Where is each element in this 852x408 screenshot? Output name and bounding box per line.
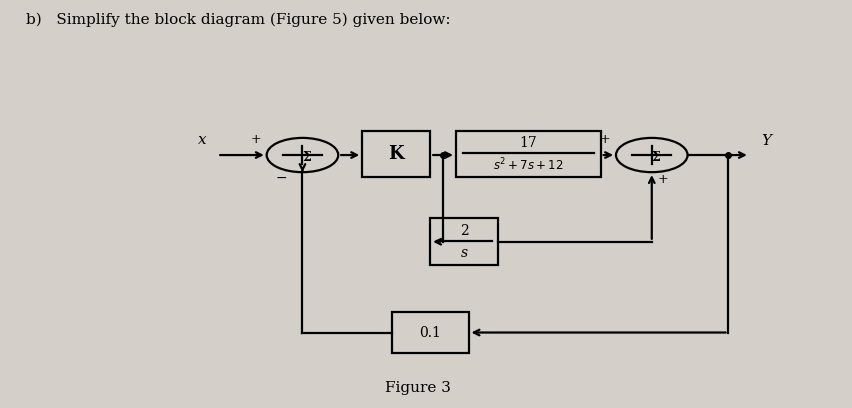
Text: s: s	[461, 246, 468, 260]
Text: K: K	[389, 145, 404, 163]
Text: $s^2 + 7s + 12$: $s^2 + 7s + 12$	[493, 157, 563, 173]
Bar	[456, 131, 601, 177]
Text: 0.1: 0.1	[419, 326, 441, 339]
Text: Σ: Σ	[302, 151, 311, 164]
Text: +: +	[600, 133, 611, 146]
Text: +: +	[250, 133, 262, 146]
Bar	[430, 218, 498, 265]
Text: 17: 17	[520, 136, 537, 150]
Bar	[362, 131, 430, 177]
Text: b)   Simplify the block diagram (Figure 5) given below:: b) Simplify the block diagram (Figure 5)…	[26, 12, 450, 27]
Bar	[392, 312, 469, 353]
Text: Figure 3: Figure 3	[384, 381, 451, 395]
Text: Σ: Σ	[652, 151, 660, 164]
Text: 2: 2	[460, 224, 469, 238]
Text: Y: Y	[762, 134, 772, 148]
Text: x: x	[198, 133, 206, 146]
Text: +: +	[657, 173, 668, 186]
Text: −: −	[275, 171, 287, 185]
